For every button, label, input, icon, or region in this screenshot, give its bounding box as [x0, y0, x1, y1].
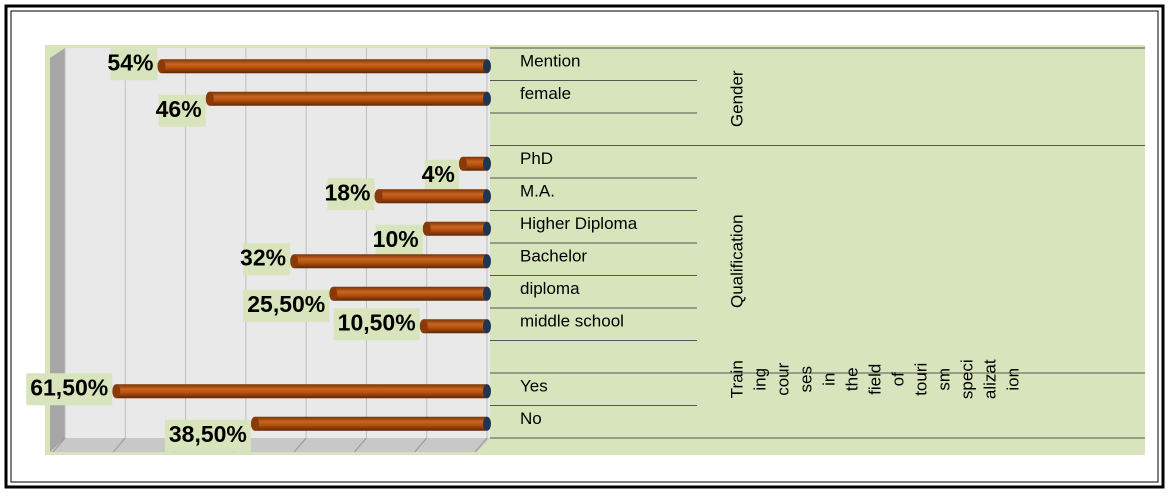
group-label: ion	[1003, 368, 1022, 391]
category-label: diploma	[520, 279, 580, 298]
bar-end	[374, 189, 383, 204]
group-label: Gender	[727, 70, 746, 127]
floor	[50, 438, 490, 452]
bar-body	[333, 286, 487, 301]
group-label: alizat	[980, 359, 999, 399]
group-label: Qualification	[727, 214, 746, 308]
bar-body	[426, 221, 487, 236]
value-label: 25,50%	[247, 291, 325, 317]
floor-line	[112, 437, 126, 453]
group-label: Train	[727, 360, 746, 398]
value-label-bg	[164, 419, 251, 452]
value-label: 61,50%	[30, 374, 108, 400]
value-label-bg	[26, 373, 113, 406]
floor-line	[52, 437, 66, 453]
group-label: the	[842, 367, 861, 391]
group-label: in	[819, 373, 838, 386]
group-label: of	[888, 372, 907, 386]
frame	[4, 4, 1165, 489]
bar-end	[250, 416, 259, 431]
bar	[205, 91, 491, 106]
bar-end	[205, 91, 214, 106]
value-label-bg	[424, 159, 459, 192]
value-label: 46%	[156, 96, 202, 122]
category-label: female	[520, 84, 571, 103]
bar-cap	[483, 384, 491, 399]
value-label-bg	[110, 48, 158, 81]
category-label: middle school	[520, 312, 624, 331]
floor-line	[414, 437, 428, 453]
bar-end	[329, 286, 338, 301]
bar-cap	[483, 416, 491, 431]
bar-body	[462, 156, 487, 171]
bar-body	[423, 319, 487, 334]
bar-cap	[483, 221, 491, 236]
bar-cap	[483, 189, 491, 204]
value-label: 4%	[422, 161, 455, 187]
bar-end	[458, 156, 467, 171]
value-label: 18%	[324, 179, 370, 205]
bar-cap	[483, 156, 491, 171]
frame-inner	[10, 10, 1159, 483]
bar-cap	[483, 319, 491, 334]
bar-body	[116, 384, 487, 399]
group-label: cour	[773, 362, 792, 395]
bar-body	[378, 189, 487, 204]
bar-cap	[483, 286, 491, 301]
bar	[458, 156, 491, 171]
bar-cap	[483, 91, 491, 106]
bar	[290, 254, 491, 269]
bar	[422, 221, 491, 236]
bar-end	[157, 59, 166, 74]
group-label: sm	[934, 368, 953, 391]
bar	[374, 189, 491, 204]
value-label-bg	[243, 289, 330, 322]
category-label: Bachelor	[520, 247, 587, 266]
group-label: field	[865, 364, 884, 395]
value-label-bg	[375, 224, 423, 257]
bar-body	[254, 416, 487, 431]
value-label-bg	[243, 243, 291, 276]
value-label: 10%	[373, 226, 419, 252]
group-label: speci	[957, 359, 976, 399]
bar-end	[419, 319, 428, 334]
left-wall	[50, 48, 65, 452]
bar-cap	[483, 254, 491, 269]
value-label: 38,50%	[169, 421, 247, 447]
value-label: 10,50%	[338, 309, 416, 335]
group-label: ses	[796, 366, 815, 392]
bar	[157, 59, 491, 74]
bar	[112, 384, 491, 399]
bar	[250, 416, 491, 431]
category-label: PhD	[520, 149, 553, 168]
group-label: touri	[911, 363, 930, 396]
category-label: Higher Diploma	[520, 214, 638, 233]
category-label: M.A.	[520, 182, 555, 201]
bar-end	[112, 384, 121, 399]
floor-line	[293, 437, 307, 453]
value-label: 32%	[240, 244, 286, 270]
bar-end	[290, 254, 299, 269]
value-label: 54%	[107, 49, 153, 75]
bar	[419, 319, 491, 334]
category-label: Mention	[520, 52, 580, 71]
value-label-bg	[158, 94, 206, 127]
bar-end	[422, 221, 431, 236]
floor-line	[354, 437, 367, 453]
group-label: ing	[750, 368, 769, 391]
bar-body	[161, 59, 487, 74]
bar	[329, 286, 491, 301]
category-label: No	[520, 409, 542, 428]
category-label: Yes	[520, 377, 548, 396]
bar-body	[294, 254, 487, 269]
bar-cap	[483, 59, 491, 74]
bar-body	[209, 91, 487, 106]
value-label-bg	[327, 178, 375, 211]
value-label-bg	[333, 308, 420, 341]
floor-line	[474, 437, 488, 453]
